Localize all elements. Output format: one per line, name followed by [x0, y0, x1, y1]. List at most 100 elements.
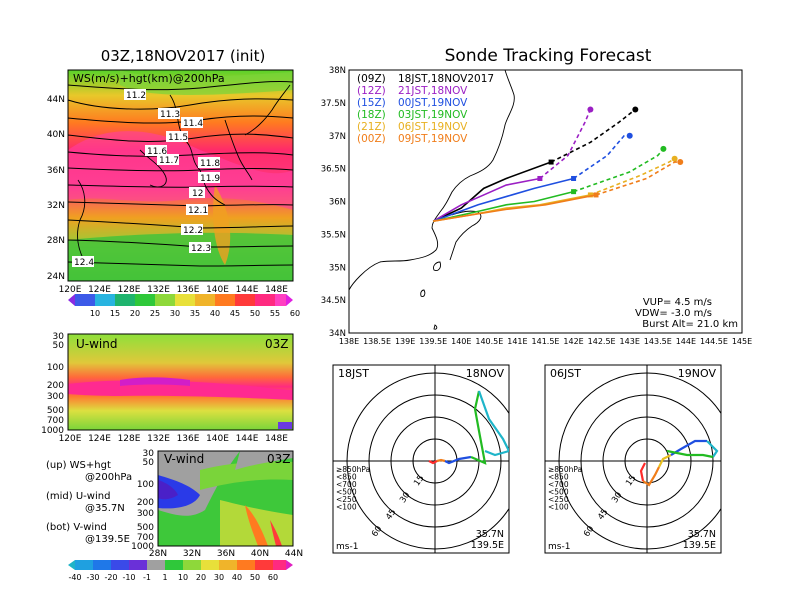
track-ytick-label: 38N: [329, 66, 346, 76]
contour-label: 11.4: [183, 119, 203, 129]
v-wind-ytick-label: 200: [137, 498, 154, 508]
contour-label: 12.4: [74, 258, 94, 268]
track-xtick-label: 141E: [507, 337, 527, 346]
ws-colorbar-label: 30: [170, 309, 180, 318]
v-wind-time: 03Z: [267, 452, 291, 466]
hodograph-level-label: <850: [336, 473, 357, 482]
u-wind-ytick-label: 700: [47, 416, 64, 426]
v-colorbar-label: -20: [104, 573, 117, 582]
v-wind-xtick-label: 28N: [149, 549, 167, 559]
track-marker: [593, 192, 599, 198]
contour-label: 11.9: [200, 174, 220, 184]
track-line-forecast: [550, 108, 636, 163]
hodograph-level-label: <250: [336, 495, 357, 504]
contour-label: 11.8: [200, 159, 220, 169]
hodograph-unit: ms-1: [336, 542, 358, 552]
v-wind-xtick-label: 44N: [285, 549, 303, 559]
map-ytick-label: 28N: [47, 236, 65, 246]
map-panel-label: WS(m/s)+hgt(km)@200hPa: [73, 72, 225, 85]
hodograph-level-label: <100: [548, 503, 569, 512]
v-wind-xtick-label: 36N: [217, 549, 235, 559]
track-xtick-label: 142.5E: [588, 337, 616, 346]
track-legend-label: 09JST,19NOV: [398, 133, 468, 145]
hodograph-lat: 35.7N: [688, 529, 716, 540]
hodograph-trace: [444, 455, 472, 465]
u-wind-time: 03Z: [265, 337, 289, 351]
hodograph-trace: [658, 454, 672, 468]
track-xtick-label: 143E: [620, 337, 640, 346]
legend-note-line: (bot) V-wind: [46, 522, 107, 533]
burst-point: [626, 132, 633, 139]
v-colorbar-label: 50: [250, 573, 260, 582]
v-colorbar-label: 1: [162, 573, 167, 582]
burst-point: [671, 155, 678, 162]
track-legend-label: 00JST,19NOV: [398, 97, 468, 109]
u-wind-xtick-label: 144E: [236, 434, 259, 444]
track-legend-time: (18Z): [357, 109, 386, 121]
map-xtick-label: 140E: [206, 285, 229, 295]
track-ytick-label: 35.5N: [321, 230, 346, 240]
track-line-forecast: [573, 148, 665, 193]
contour-label: 12: [192, 189, 203, 199]
hodograph-level-label: <100: [336, 503, 357, 512]
track-marker: [548, 159, 554, 165]
v-colorbar-label: -40: [68, 573, 81, 582]
track-ytick-label: 37.5N: [321, 99, 346, 109]
track-legend-time: (12Z): [357, 85, 386, 97]
track-ytick-label: 34N: [329, 329, 346, 339]
v-wind-ytick-label: 700: [137, 533, 154, 543]
hodograph-trace: [706, 440, 719, 458]
ws-colorbar-label: 50: [250, 309, 260, 318]
v-wind-xtick-label: 32N: [183, 549, 201, 559]
contour-label: 11.5: [168, 133, 188, 143]
track-legend-time: (00Z): [357, 133, 386, 145]
u-wind-xtick-label: 140E: [206, 434, 229, 444]
ws-colorbar-label: 55: [270, 309, 280, 318]
legend-note-line: @200hPa: [85, 472, 132, 483]
track-xtick-label: 144.5E: [700, 337, 728, 346]
track-marker: [587, 192, 593, 198]
v-wind-ytick-label: 100: [137, 480, 154, 490]
ws-colorbar-label: 60: [290, 309, 300, 318]
map-xtick-label: 136E: [177, 285, 200, 295]
track-legend-label: 06JST,19NOV: [398, 121, 468, 133]
hodograph-date: 19NOV: [678, 367, 717, 380]
ws-colorbar-label: 10: [90, 309, 100, 318]
track-xtick-label: 142E: [563, 337, 583, 346]
contour-label: 11.2: [126, 91, 146, 101]
track-ytick-label: 34.5N: [321, 296, 346, 306]
track-legend-time: (09Z): [357, 73, 386, 85]
hodograph-level-label: <250: [548, 495, 569, 504]
hodograph-level-label: ≥850hPa: [336, 465, 370, 474]
ws-colorbar: [68, 294, 293, 306]
hodograph-time: 06JST: [550, 367, 581, 380]
u-wind-xtick-label: 128E: [118, 434, 141, 444]
hodograph-trace: [666, 449, 714, 459]
track-xtick-label: 138.5E: [363, 337, 391, 346]
ws-colorbar-label: 45: [230, 309, 240, 318]
track-marker: [537, 175, 543, 181]
hodograph-trace: [477, 390, 509, 457]
track-xtick-label: 143.5E: [644, 337, 672, 346]
legend-note-line: @35.7N: [85, 503, 125, 514]
map-ytick-label: 36N: [47, 166, 65, 176]
ws-colorbar-label: 25: [150, 309, 160, 318]
right-title: Sonde Tracking Forecast: [445, 46, 652, 66]
map-xtick-label: 128E: [118, 285, 141, 295]
track-panel: (09Z) 18JST,18NOV2017 (12Z) 21JST,18NOV (15Z…: [348, 69, 743, 334]
track-line: [432, 177, 574, 222]
hodograph-date: 18NOV: [466, 367, 505, 380]
burst-point: [632, 106, 639, 113]
track-xtick-label: 140E: [451, 337, 471, 346]
hodograph-level-label: <500: [336, 488, 357, 497]
v-colorbar-label: -1: [143, 573, 151, 582]
u-wind-ytick-label: 50: [53, 341, 65, 351]
track-ytick-label: 36N: [329, 198, 346, 208]
map-ytick-label: 24N: [47, 272, 65, 282]
v-colorbar-label: 30: [214, 573, 224, 582]
v-colorbar-label: 10: [178, 573, 188, 582]
contour-label: 11.3: [160, 110, 180, 120]
u-wind-xtick-label: 124E: [88, 434, 111, 444]
